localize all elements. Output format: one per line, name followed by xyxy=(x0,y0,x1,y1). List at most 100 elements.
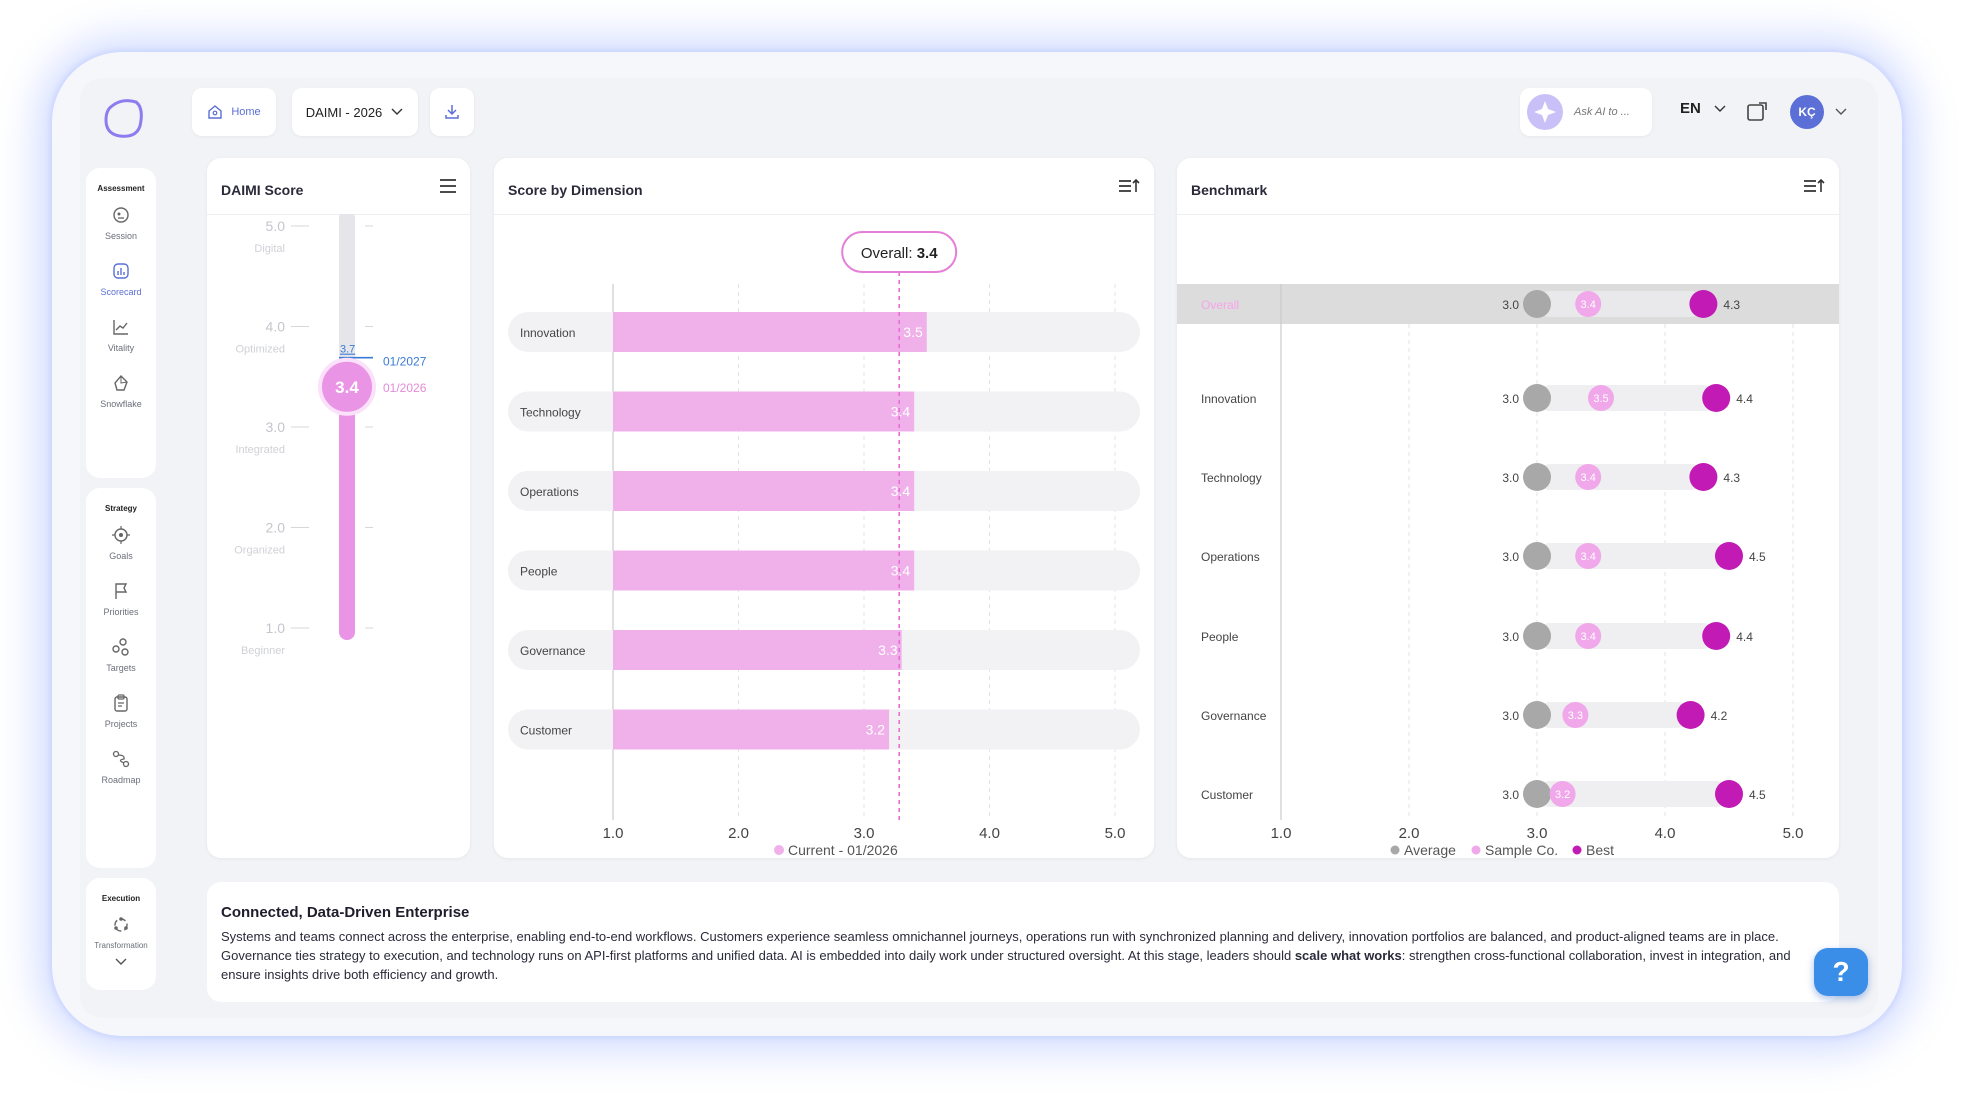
best-dot xyxy=(1702,622,1731,650)
range-bar xyxy=(1537,291,1704,317)
sidebar-item-label: Transformation xyxy=(94,941,148,950)
category-label: Governance xyxy=(1201,709,1267,723)
category-label: People xyxy=(1201,630,1239,644)
score-by-dimension-card: Score by Dimension 1.0 2.0 3.0 4.0 5.0 Innova… xyxy=(494,158,1154,858)
best-value-label: 4.3 xyxy=(1723,298,1740,312)
best-value-label: 4.5 xyxy=(1749,550,1766,564)
menu-icon[interactable] xyxy=(439,178,457,194)
bar-value-label: 3.3 xyxy=(878,642,898,658)
sidebar-item-session[interactable]: Session xyxy=(105,205,137,241)
chevron-down-icon[interactable] xyxy=(1834,107,1848,117)
sample-dot xyxy=(1549,781,1576,807)
home-button[interactable]: Home xyxy=(192,88,276,136)
bar-value-label: 3.5 xyxy=(903,324,923,340)
category-label: People xyxy=(520,565,558,579)
bar-value-label: 3.2 xyxy=(866,722,886,738)
sidebar-strategy: Strategy Goals Priorities Targets Projec… xyxy=(86,488,156,868)
category-label: Innovation xyxy=(1201,392,1256,406)
best-value-label: 4.4 xyxy=(1736,630,1753,644)
stage-text: : strengthen cross-functional collaborat… xyxy=(221,948,1791,982)
targets-icon xyxy=(112,638,129,656)
report-select-value: DAIMI - 2026 xyxy=(305,104,383,120)
tick-label: 2.0 xyxy=(1399,825,1420,842)
category-label: Technology xyxy=(520,406,581,420)
download-button[interactable] xyxy=(430,88,474,136)
tick-label: 5.0 xyxy=(1783,825,1804,842)
help-button[interactable]: ? xyxy=(1814,948,1868,996)
average-value-label: 3.0 xyxy=(1502,630,1519,644)
card-title: Score by Dimension xyxy=(508,182,643,198)
scale-value: 4.0 xyxy=(266,319,286,335)
home-icon xyxy=(208,105,223,119)
best-dot xyxy=(1689,290,1718,318)
bar xyxy=(613,312,927,352)
chevron-down-icon[interactable] xyxy=(114,957,128,967)
daimi-score-card: DAIMI Score 5.0 Digital 4.0 Optimized 3.0 Int… xyxy=(207,158,470,858)
average-value-label: 3.0 xyxy=(1502,298,1519,312)
average-value-label: 3.0 xyxy=(1502,550,1519,564)
sidebar-execution: Execution Transformation xyxy=(86,878,156,990)
benchmark-card: Benchmark 1.0 2.0 3.0 4.0 5.0 Overall 3.0 3.4 4.… xyxy=(1177,158,1839,858)
sort-menu-icon[interactable] xyxy=(1803,178,1825,194)
sidebar-item-roadmap[interactable]: Roadmap xyxy=(101,749,141,785)
average-dot xyxy=(1523,542,1551,570)
goals-icon xyxy=(111,526,130,544)
stage-description: Systems and teams connect across the ent… xyxy=(221,927,1825,984)
card-title: DAIMI Score xyxy=(221,182,304,198)
category-label: Technology xyxy=(1201,471,1262,485)
sidebar-item-label: Scorecard xyxy=(100,287,142,297)
avatar[interactable]: KÇ xyxy=(1790,95,1824,129)
best-dot xyxy=(1715,542,1743,570)
overall-row-band xyxy=(1177,284,1839,324)
sidebar-item-snowflake[interactable]: Snowflake xyxy=(100,373,142,409)
sidebar-item-priorities[interactable]: Priorities xyxy=(103,581,139,617)
tick-label: 2.0 xyxy=(728,825,749,842)
bar xyxy=(613,471,915,511)
best-value-label: 4.3 xyxy=(1723,471,1740,485)
language-select[interactable]: EN xyxy=(1680,100,1727,117)
scale-value: 1.0 xyxy=(266,620,286,636)
report-select[interactable]: DAIMI - 2026 xyxy=(292,88,418,136)
sample-dot xyxy=(1575,464,1602,490)
sort-menu-icon[interactable] xyxy=(1118,178,1140,194)
range-bar xyxy=(1537,385,1717,411)
best-value-label: 4.2 xyxy=(1711,709,1728,723)
sidebar-item-projects[interactable]: Projects xyxy=(105,693,137,729)
ask-ai-input[interactable]: Ask AI to ... xyxy=(1520,88,1652,136)
external-window-icon[interactable] xyxy=(1745,100,1769,124)
sidebar-item-vitality[interactable]: Vitality xyxy=(108,317,134,353)
maturity-gauge: 5.0 Digital 4.0 Optimized 3.0 Integrated 2.0 Or… xyxy=(234,214,427,657)
average-value-label: 3.0 xyxy=(1502,392,1519,406)
sidebar-item-transformation[interactable]: Transformation xyxy=(94,915,148,953)
sidebar-assessment: Assessment Session Scorecard Vitality Sn… xyxy=(86,168,156,478)
overall-label-text: Overall: xyxy=(861,245,917,262)
sample-value-label: 3.4 xyxy=(1581,631,1596,643)
legend-swatch xyxy=(1390,845,1400,855)
sidebar-item-targets[interactable]: Targets xyxy=(106,637,136,673)
logo-icon[interactable] xyxy=(100,96,146,142)
ask-ai-placeholder: Ask AI to ... xyxy=(1574,106,1630,118)
stage-text: Systems and teams connect across the ent… xyxy=(221,929,1779,963)
sidebar-item-scorecard[interactable]: Scorecard xyxy=(100,261,142,297)
stage-title: Connected, Data-Driven Enterprise xyxy=(221,904,470,921)
average-value-label: 3.0 xyxy=(1502,788,1519,802)
scale-value: 3.0 xyxy=(266,419,286,435)
current-score-value: 3.4 xyxy=(335,378,359,397)
scale-value: 5.0 xyxy=(266,218,286,234)
chevron-down-icon xyxy=(1714,105,1726,112)
range-bar xyxy=(1537,781,1729,807)
sidebar-item-goals[interactable]: Goals xyxy=(109,525,133,561)
help-label: ? xyxy=(1832,956,1850,987)
scale-level-name: Digital xyxy=(254,243,285,255)
sidebar-item-label: Vitality xyxy=(107,343,135,353)
roadmap-icon xyxy=(112,750,130,768)
sample-value-label: 3.4 xyxy=(1581,299,1596,311)
sample-dot xyxy=(1588,385,1614,411)
category-label: Customer xyxy=(1201,788,1253,802)
tick-label: 3.0 xyxy=(1527,825,1548,842)
current-score-date: 01/2026 xyxy=(383,381,427,395)
target-value: 3.7 xyxy=(340,344,355,356)
legend-swatch xyxy=(1471,845,1481,855)
best-dot xyxy=(1715,780,1743,808)
tick-label: 1.0 xyxy=(603,825,624,842)
